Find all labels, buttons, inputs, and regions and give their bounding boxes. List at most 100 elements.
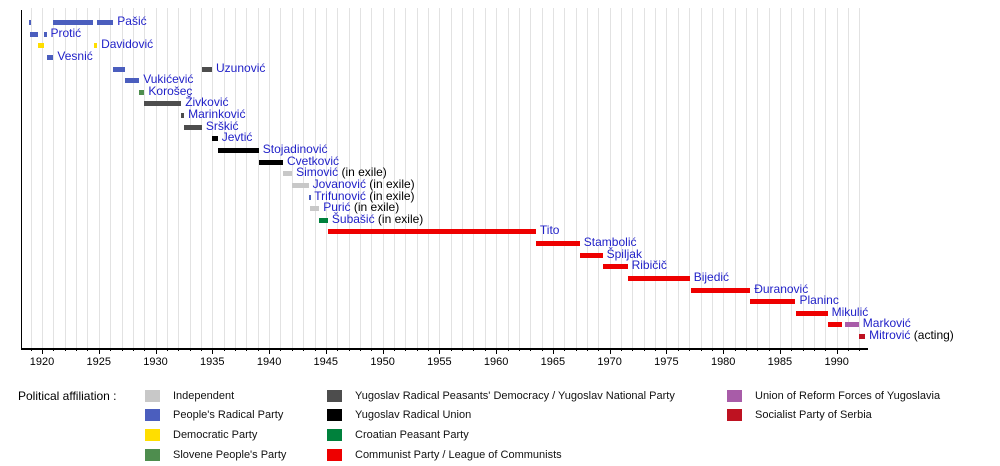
person-link[interactable]: Korošec xyxy=(148,83,193,98)
term-bar xyxy=(258,159,283,165)
person-link[interactable]: Stojadinović xyxy=(262,141,328,156)
axis-year-label: 1920 xyxy=(29,356,55,368)
term-bar xyxy=(327,229,536,235)
term-bar xyxy=(113,66,125,72)
person-link[interactable]: Mitrović xyxy=(869,328,911,342)
person-label: Marinković xyxy=(188,108,245,121)
person-link[interactable]: Vukićević xyxy=(143,72,194,87)
person-link[interactable]: Planinc xyxy=(799,293,839,308)
axis-tick xyxy=(42,348,43,354)
legend-item-label: People's Radical Party xyxy=(173,409,284,422)
person-link[interactable]: Srškić xyxy=(205,118,239,133)
term-bar xyxy=(139,89,145,95)
legend-swatch xyxy=(145,448,160,461)
person-link[interactable]: Bijedić xyxy=(693,269,730,284)
axis-year-label: 1945 xyxy=(313,356,339,368)
person-link[interactable]: Vesnić xyxy=(57,48,93,63)
gridline xyxy=(859,8,861,348)
person-link[interactable]: Protić xyxy=(50,25,82,40)
gridline xyxy=(314,8,316,348)
legend-item: Communist Party / League of Communists xyxy=(327,448,562,461)
person-link[interactable]: Šubašić xyxy=(331,211,375,226)
person-link[interactable]: Cvetković xyxy=(287,153,340,168)
gridline xyxy=(632,8,634,348)
gridline xyxy=(223,8,225,348)
axis-tick xyxy=(779,348,781,354)
axis-year-label: 1970 xyxy=(597,356,622,368)
term-bar xyxy=(181,113,185,118)
person-link[interactable]: Jovanović xyxy=(312,176,366,191)
legend-item-label: Yugoslav Radical Peasants' Democracy / Y… xyxy=(355,389,675,402)
person-label: Purić (in exile) xyxy=(323,201,399,214)
axis-tick xyxy=(609,348,611,354)
person-link[interactable]: Jevtić xyxy=(221,130,253,145)
y-axis-line xyxy=(21,10,22,348)
person-link[interactable]: Simović xyxy=(296,165,339,180)
gridline xyxy=(155,8,157,348)
legend-swatch xyxy=(727,389,742,402)
gridline xyxy=(666,8,668,348)
person-label: Protić xyxy=(50,25,82,40)
term-bar xyxy=(795,310,828,316)
term-bar xyxy=(283,171,293,177)
person-link[interactable]: Purić xyxy=(323,200,351,215)
gridline xyxy=(337,8,339,348)
gridline xyxy=(689,8,691,348)
term-bar xyxy=(184,124,202,130)
gridline xyxy=(359,8,361,348)
legend-item: Croatian Peasant Party xyxy=(327,429,469,442)
person-link[interactable]: Uzunović xyxy=(216,60,266,75)
person-link[interactable]: Pašić xyxy=(117,14,147,28)
person-label: Šubašić (in exile) xyxy=(331,211,423,226)
gridline xyxy=(677,8,679,348)
person-link[interactable]: Đuranović xyxy=(754,281,809,296)
person-label: Simović (in exile) xyxy=(296,166,387,179)
person-link[interactable]: Davidović xyxy=(101,37,154,52)
axis-year-label: 1955 xyxy=(427,356,452,368)
legend-item-label: Socialist Party of Serbia xyxy=(755,409,872,422)
axis-year-label: 1990 xyxy=(824,356,849,368)
person-label: Korošec xyxy=(148,83,193,98)
gridline xyxy=(450,8,452,348)
person-link[interactable]: Mikulić xyxy=(831,304,869,319)
axis-tick xyxy=(496,348,498,354)
term-bar xyxy=(217,147,259,153)
gridline xyxy=(848,8,850,348)
person-label: Planinc xyxy=(800,294,839,307)
person-link[interactable]: Trifunović xyxy=(314,188,366,203)
legend-item-label: Communist Party / League of Communists xyxy=(355,448,562,461)
person-link[interactable]: Špiljak xyxy=(606,246,642,261)
person-label: Pašić xyxy=(117,15,146,28)
gridline xyxy=(507,8,509,348)
person-label: Jevtić xyxy=(222,131,253,144)
gridline xyxy=(428,8,429,348)
gridline xyxy=(779,8,781,348)
axis-year-label: 1940 xyxy=(256,356,282,368)
legend-swatch xyxy=(327,389,342,402)
person-label: Srškić xyxy=(205,118,239,133)
legend-item: Socialist Party of Serbia xyxy=(727,409,872,422)
term-bar xyxy=(43,31,47,37)
gridline xyxy=(496,8,498,348)
legend-item: Yugoslav Radical Union xyxy=(327,409,471,422)
gridline xyxy=(825,8,827,348)
person-link[interactable]: Marković xyxy=(862,316,911,331)
legend-swatch xyxy=(145,389,160,402)
legend-item: Democratic Party xyxy=(145,429,257,442)
person-label: Đuranović xyxy=(754,281,809,296)
person-label: Špiljak xyxy=(606,246,642,261)
axis-tick xyxy=(836,348,838,354)
person-link[interactable]: Živković xyxy=(185,95,229,110)
person-link[interactable]: Ribičič xyxy=(631,258,667,273)
person-link[interactable]: Marinković xyxy=(188,107,246,121)
person-note: (in exile) xyxy=(338,165,387,180)
person-label: Bijedić xyxy=(693,269,730,284)
person-label: Jovanović (in exile) xyxy=(312,176,415,191)
plot-area: 1920 1925 1930 1935 1940 1945 1950 1955 1960 1965… xyxy=(21,8,954,368)
person-link[interactable]: Tito xyxy=(539,223,560,238)
term-bar xyxy=(844,322,859,328)
gridline xyxy=(700,8,702,348)
axis-year-label: 1960 xyxy=(483,356,509,368)
person-link[interactable]: Stambolić xyxy=(583,235,637,249)
